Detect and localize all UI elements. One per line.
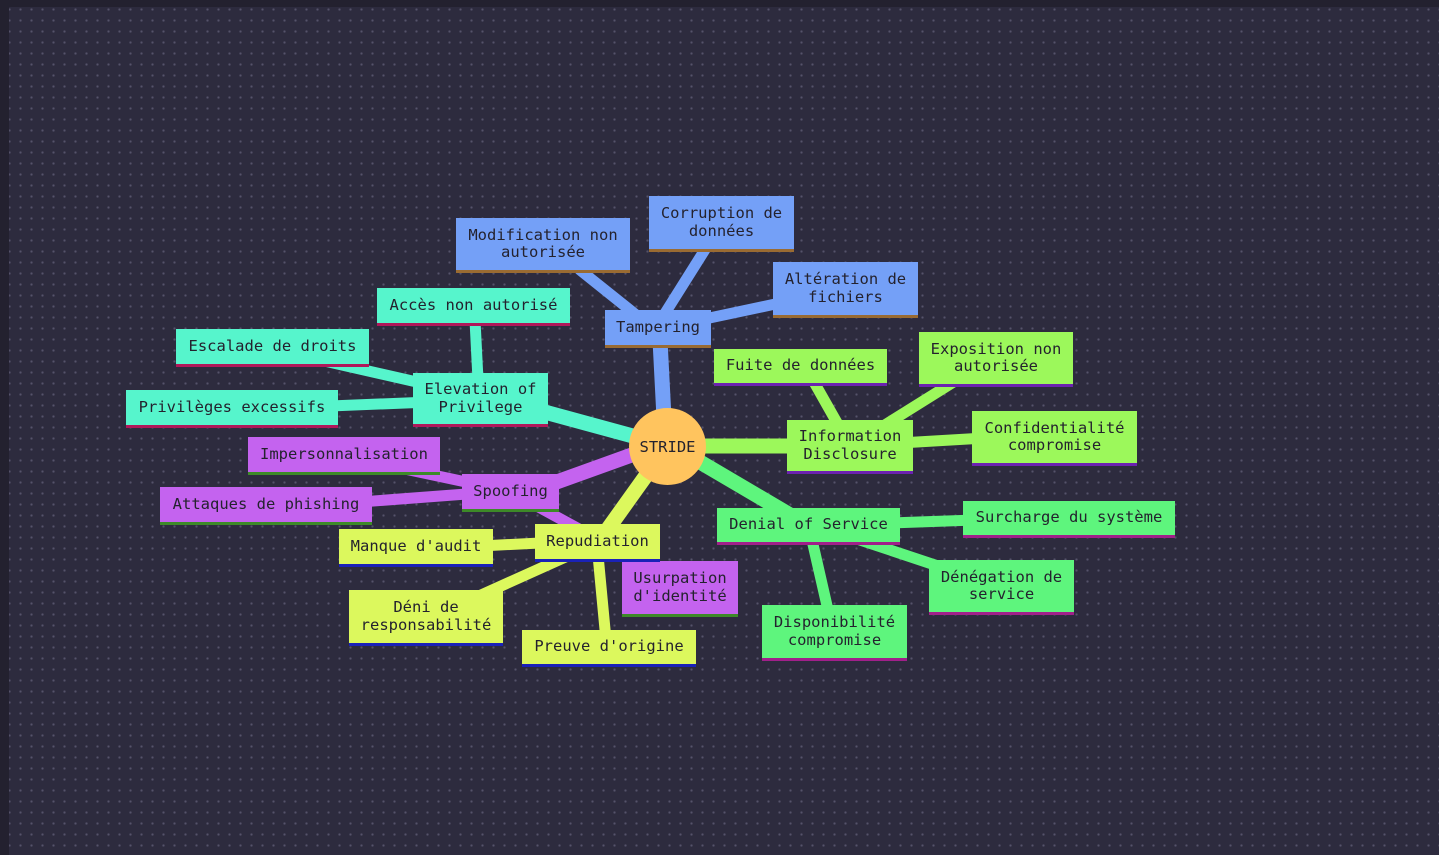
branch-node-repudiation[interactable]: Repudiation bbox=[535, 524, 660, 562]
link-root-denial bbox=[692, 454, 798, 523]
leaf-node-denegation-de-service[interactable]: Dénégation de service bbox=[929, 560, 1074, 615]
branch-node-information-disclosure[interactable]: Information Disclosure bbox=[787, 420, 913, 474]
leaf-node-modification-non-autorisee[interactable]: Modification non autorisée bbox=[456, 218, 630, 273]
branch-node-spoofing[interactable]: Spoofing bbox=[462, 474, 559, 512]
link-tampering-corruption bbox=[656, 242, 712, 324]
link-denial-surcharge bbox=[884, 514, 981, 529]
leaf-node-corruption-de-donnees[interactable]: Corruption de données bbox=[649, 196, 794, 252]
root-node-stride[interactable]: STRIDE bbox=[629, 408, 706, 485]
leaf-node-disponibilite-compromise[interactable]: Disponibilité compromise bbox=[762, 605, 907, 661]
leaf-node-manque-daudit[interactable]: Manque d'audit bbox=[339, 529, 493, 567]
leaf-node-impersonnalisation[interactable]: Impersonnalisation bbox=[248, 437, 440, 475]
branch-node-denial-of-service[interactable]: Denial of Service bbox=[717, 508, 900, 545]
leaf-node-acces-non-autorise[interactable]: Accès non autorisé bbox=[377, 288, 570, 326]
link-information-confidentialite bbox=[894, 432, 991, 449]
link-repudiation-preuve bbox=[592, 549, 612, 646]
leaf-node-confidentialite-compromise[interactable]: Confidentialité compromise bbox=[972, 411, 1137, 466]
leaf-node-privileges-excessifs[interactable]: Privilèges excessifs bbox=[126, 390, 338, 428]
leaf-node-usurpation-didentite[interactable]: Usurpation d'identité bbox=[622, 561, 738, 617]
leaf-node-deni-de-responsabilite[interactable]: Déni de responsabilité bbox=[349, 590, 503, 646]
link-elevation-acces bbox=[469, 314, 484, 386]
link-tampering-alteration bbox=[694, 297, 786, 326]
branch-node-elevation-of-privilege[interactable]: Elevation of Privilege bbox=[413, 373, 548, 427]
leaf-node-preuve-dorigine[interactable]: Preuve d'origine bbox=[522, 630, 696, 667]
link-root-tampering bbox=[652, 332, 672, 426]
branch-node-tampering[interactable]: Tampering bbox=[605, 310, 711, 348]
leaf-node-escalade-de-droits[interactable]: Escalade de droits bbox=[176, 329, 369, 367]
leaf-node-surcharge-du-systeme[interactable]: Surcharge du système bbox=[963, 501, 1175, 538]
leaf-node-alteration-de-fichiers[interactable]: Altération de fichiers bbox=[773, 262, 918, 318]
link-denial-disponibilite bbox=[806, 534, 834, 616]
link-spoofing-phishing bbox=[354, 487, 486, 508]
leaf-node-attaques-de-phishing[interactable]: Attaques de phishing bbox=[160, 487, 372, 525]
leaf-node-fuite-de-donnees[interactable]: Fuite de données bbox=[714, 349, 887, 386]
editor-top-bar bbox=[0, 0, 1439, 7]
leaf-node-exposition-non-autorisee[interactable]: Exposition non autorisée bbox=[919, 332, 1073, 387]
editor-left-gutter bbox=[0, 0, 9, 855]
link-root-elevation bbox=[522, 400, 648, 446]
